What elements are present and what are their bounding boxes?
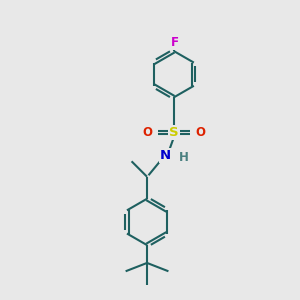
Text: O: O — [196, 126, 206, 139]
Text: F: F — [171, 36, 179, 49]
Text: N: N — [160, 149, 171, 162]
Text: O: O — [142, 126, 152, 139]
Text: S: S — [169, 126, 178, 139]
Text: H: H — [179, 151, 189, 164]
